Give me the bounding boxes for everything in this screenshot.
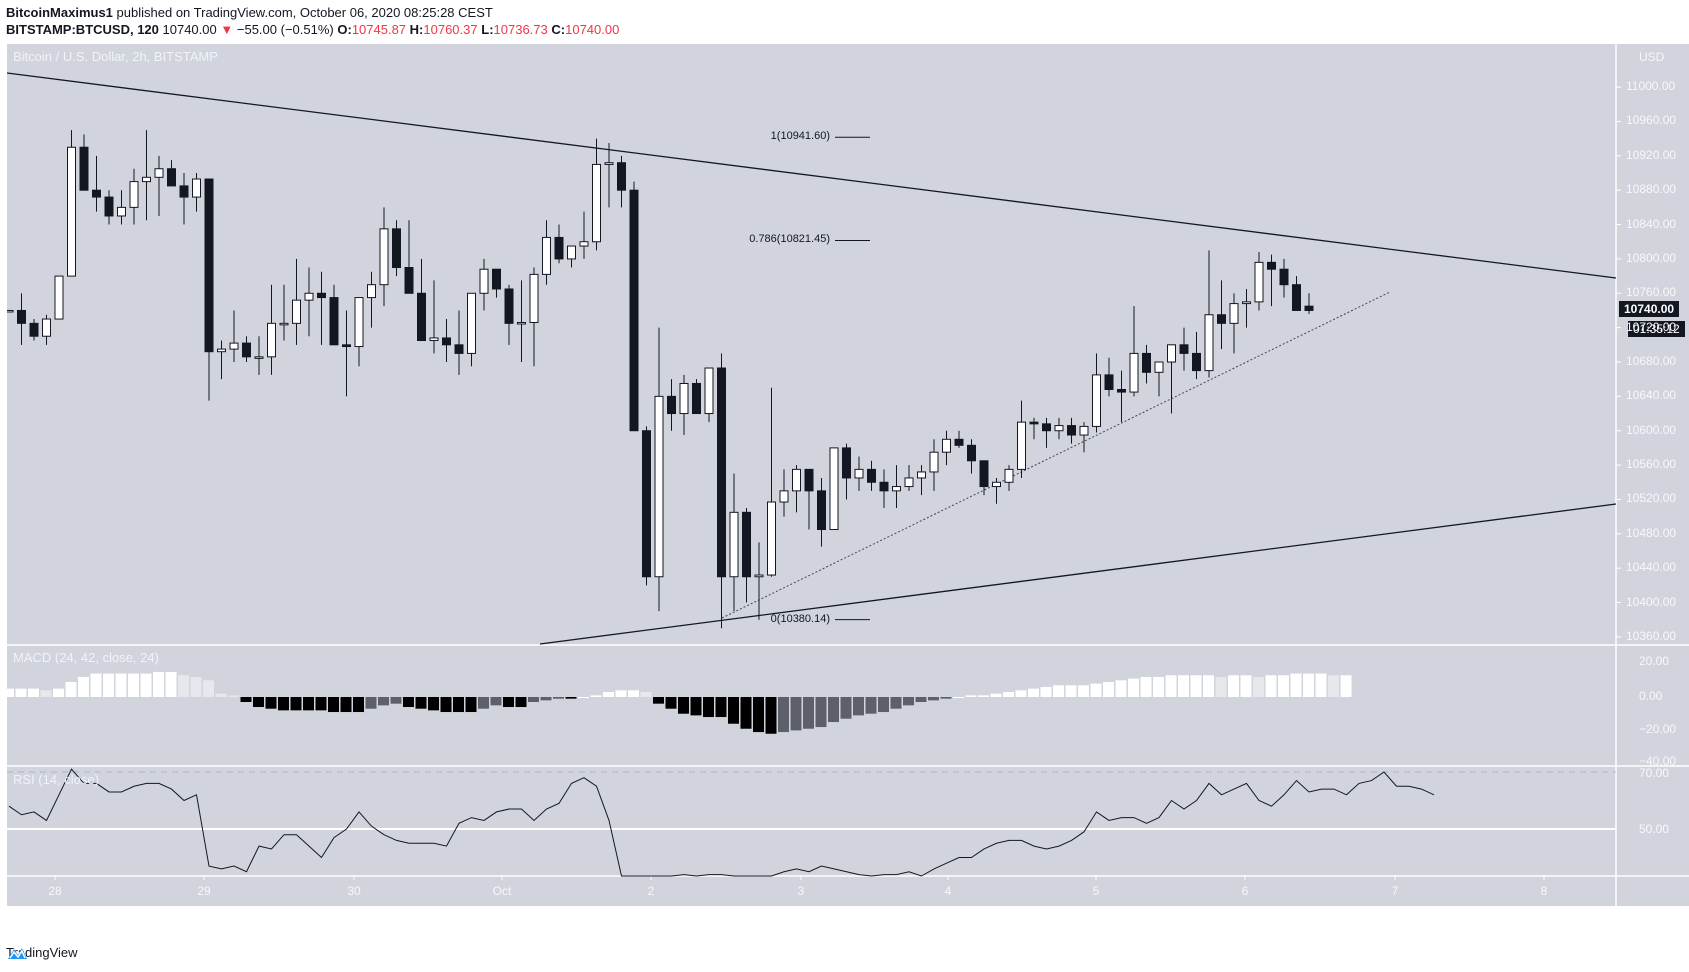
rsi-tick-50: 50.00: [1639, 822, 1670, 836]
time-tick: 30: [347, 884, 361, 898]
low-value: 10736.73: [493, 22, 548, 37]
price-tick: 10560.00: [1626, 457, 1677, 472]
price-tick: 10840.00: [1626, 216, 1677, 231]
chart-svg[interactable]: [7, 44, 1689, 906]
fib-level-label: 0.786(10821.45): [749, 233, 830, 246]
price-tick: 10360.00: [1626, 628, 1677, 643]
price-change: −55.00 (−0.51%): [236, 22, 334, 37]
time-tick: Oct: [492, 884, 512, 898]
symbol-name: BITSTAMP:BTCUSD, 120: [6, 22, 159, 37]
price-tick: 10760.00: [1626, 285, 1677, 300]
high-label: H:: [409, 22, 424, 37]
author-name[interactable]: BitcoinMaximus1: [6, 5, 113, 20]
macd-tick-0: 0.00: [1639, 689, 1663, 703]
symbol-line: BITSTAMP:BTCUSD, 120 10740.00 ▼ −55.00 (…: [6, 22, 619, 37]
last-price-tag: 10740.00: [1619, 301, 1680, 317]
macd-tick-neg40: −40.00: [1639, 754, 1677, 768]
fib-level-label: 0(10380.14): [770, 612, 830, 625]
low-label: L:: [481, 22, 494, 37]
price-tick: 10440.00: [1626, 560, 1677, 575]
tradingview-logo[interactable]: TradingView: [6, 945, 78, 960]
time-tick: 8: [1540, 884, 1548, 898]
price-tick: 10640.00: [1626, 388, 1677, 403]
price-tick: 10720.00: [1626, 319, 1677, 334]
price-tick: 10520.00: [1626, 491, 1677, 506]
open-label: O:: [337, 22, 352, 37]
open-value: 10745.87: [351, 22, 407, 37]
rsi-tick-70: 70.00: [1639, 766, 1670, 780]
last-price: 10740.00: [162, 22, 217, 37]
bar-countdown: 01:35:12: [1628, 321, 1685, 337]
currency-label: USD: [1639, 50, 1665, 64]
fib-level-label: 1(10941.60): [770, 130, 830, 143]
time-tick: 28: [48, 884, 62, 898]
price-tick: 10480.00: [1626, 525, 1677, 540]
rsi-title: RSI (14, close): [13, 772, 99, 787]
macd-tick-neg20: −20.00: [1639, 722, 1677, 736]
time-tick: 2: [647, 884, 655, 898]
close-label: C:: [551, 22, 566, 37]
price-tick: 10960.00: [1626, 113, 1677, 128]
price-tick: 10880.00: [1626, 182, 1677, 197]
chart-canvas[interactable]: Bitcoin / U.S. Dollar, 2h, BITSTAMP MACD…: [7, 44, 1689, 906]
price-tick: 10920.00: [1626, 147, 1677, 162]
time-tick: 29: [197, 884, 211, 898]
down-triangle-icon: ▼: [220, 22, 234, 37]
close-value: 10740.00: [565, 22, 620, 37]
time-tick: 4: [944, 884, 952, 898]
tradingview-logo-icon: [8, 948, 27, 959]
chart-title: Bitcoin / U.S. Dollar, 2h, BITSTAMP: [13, 49, 218, 64]
price-tick: 10400.00: [1626, 594, 1677, 609]
price-tick: 11000.00: [1626, 79, 1676, 94]
time-tick: 3: [797, 884, 805, 898]
macd-tick-20: 20.00: [1639, 654, 1670, 668]
price-tick: 10800.00: [1626, 250, 1677, 265]
time-tick: 5: [1092, 884, 1100, 898]
price-tick: 10680.00: [1626, 354, 1677, 368]
published-text: published on TradingView.com, October 06…: [116, 5, 493, 20]
price-tick: 10600.00: [1626, 422, 1677, 437]
publisher-line: BitcoinMaximus1 published on TradingView…: [6, 5, 493, 20]
time-tick: 7: [1391, 884, 1399, 898]
time-tick: 6: [1241, 884, 1249, 898]
high-value: 10760.37: [423, 22, 478, 37]
macd-title: MACD (24, 42, close, 24): [13, 650, 159, 665]
